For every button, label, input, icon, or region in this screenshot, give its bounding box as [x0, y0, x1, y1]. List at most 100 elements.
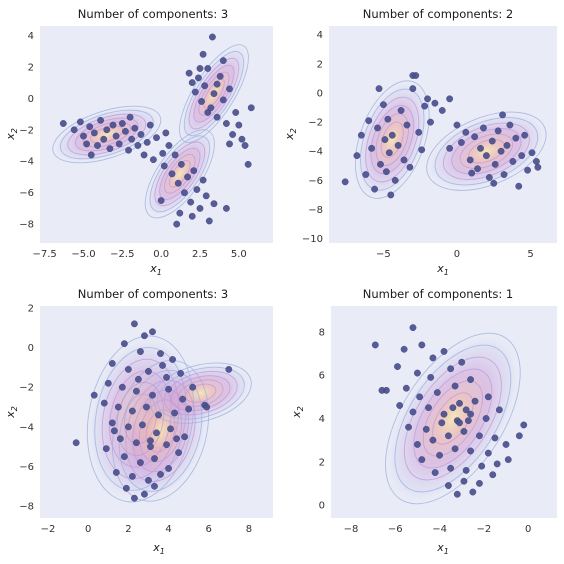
data-point: [405, 423, 412, 431]
data-point: [445, 482, 452, 489]
data-point: [491, 434, 499, 442]
y-tick-label: −4: [19, 422, 34, 433]
data-point: [453, 490, 461, 498]
data-point: [520, 421, 528, 429]
data-point: [488, 137, 496, 145]
x-tick-label: 5.0: [231, 249, 247, 260]
subplot-2-points: [341, 72, 542, 199]
density-contour-2-2: [163, 371, 238, 416]
data-point: [72, 439, 80, 447]
data-point: [76, 118, 84, 126]
data-point: [365, 117, 373, 125]
data-point: [175, 449, 182, 457]
data-point: [384, 115, 392, 123]
data-point: [485, 174, 493, 181]
y-tick-label: 4: [319, 414, 325, 425]
data-point: [476, 432, 483, 440]
x-tick-label: 2: [125, 524, 131, 535]
x-tick-label: 5: [527, 249, 533, 260]
data-point: [157, 471, 164, 478]
data-point: [421, 102, 429, 110]
subplot-3: Number of components: 3 −2 0 2 4 6 8 2 0 −2 −4 −6…: [4, 287, 273, 556]
data-point: [478, 462, 486, 470]
data-point: [418, 146, 426, 154]
subplot-4-yticks: 0 2 4 6 8: [319, 327, 325, 511]
data-point: [102, 445, 110, 453]
density-contour-0-1: [59, 109, 154, 160]
subplot-3-contours: [86, 335, 252, 503]
subplot-4: Number of components: 1 −8 −6 −4 −2 0 02468 …: [290, 287, 557, 556]
x-tick-label: 0.0: [153, 249, 169, 260]
data-point: [451, 382, 459, 390]
subplot-2-xticks: −5 0 5: [376, 249, 534, 260]
data-point: [118, 383, 126, 391]
x-tick-label: −7.5: [33, 249, 57, 260]
subplot-3-xticks: −2 0 2 4 6 8: [41, 524, 252, 535]
data-point: [179, 395, 187, 403]
y-tick-label: 4: [28, 31, 34, 42]
data-point: [482, 152, 490, 160]
subplot-4-contours: [385, 332, 521, 505]
data-point: [378, 386, 386, 394]
data-point: [422, 425, 430, 433]
x-tick-label: 2.5: [192, 249, 208, 260]
data-point: [414, 441, 421, 448]
data-point: [362, 171, 370, 178]
density-contour-2-5: [203, 78, 225, 109]
data-point: [188, 79, 196, 87]
data-point: [126, 113, 134, 121]
data-point: [199, 50, 207, 58]
density-contour-1-0: [426, 111, 547, 191]
data-point: [191, 88, 199, 96]
x-tick-label: 8: [246, 524, 252, 535]
data-point: [190, 167, 198, 175]
data-point: [418, 341, 426, 349]
data-point: [124, 423, 132, 431]
subplot-4-xticks: −8 −6 −4 −2 0: [344, 524, 532, 535]
data-point: [149, 156, 157, 164]
data-point: [97, 116, 104, 124]
y-tick-label: 6: [319, 371, 325, 382]
data-point: [160, 162, 168, 170]
data-point: [409, 324, 417, 332]
x-tick-label: −2: [41, 524, 56, 535]
data-point: [456, 399, 463, 407]
data-point: [146, 121, 154, 129]
data-point: [153, 429, 160, 437]
subplot-1-yticks: 4 2 0 −2 −4 −6 −8: [19, 31, 34, 231]
data-point: [120, 340, 128, 348]
density-contour-2-5: [185, 383, 217, 403]
data-point: [440, 410, 448, 418]
data-point: [429, 436, 437, 444]
data-point: [106, 145, 114, 153]
data-point: [509, 158, 517, 165]
density-contour-0-3: [370, 105, 415, 175]
data-point: [181, 189, 188, 197]
data-point: [449, 404, 457, 412]
data-point: [497, 147, 505, 155]
data-point: [167, 425, 174, 433]
data-point: [438, 419, 446, 427]
y-tick-label: −2: [308, 118, 323, 129]
data-point: [213, 80, 221, 88]
density-contour-1-3: [451, 128, 522, 175]
data-point: [446, 95, 454, 103]
x-tick-label: −2: [477, 524, 492, 535]
data-point: [151, 482, 158, 490]
data-point: [120, 453, 128, 460]
data-point: [226, 85, 233, 93]
subplot-2-xlabel: x1: [436, 262, 449, 277]
data-point: [141, 332, 148, 340]
data-point: [133, 439, 140, 447]
data-point: [429, 354, 437, 362]
subplot-1-title: Number of components: 3: [78, 7, 229, 21]
data-point: [159, 149, 167, 157]
density-contour-1-5: [145, 409, 176, 453]
data-point: [468, 169, 476, 177]
y-tick-label: −8: [19, 502, 34, 513]
x-tick-label: 0: [525, 524, 531, 535]
data-point: [433, 389, 441, 396]
y-tick-label: 0: [28, 94, 34, 105]
data-point: [222, 205, 230, 212]
